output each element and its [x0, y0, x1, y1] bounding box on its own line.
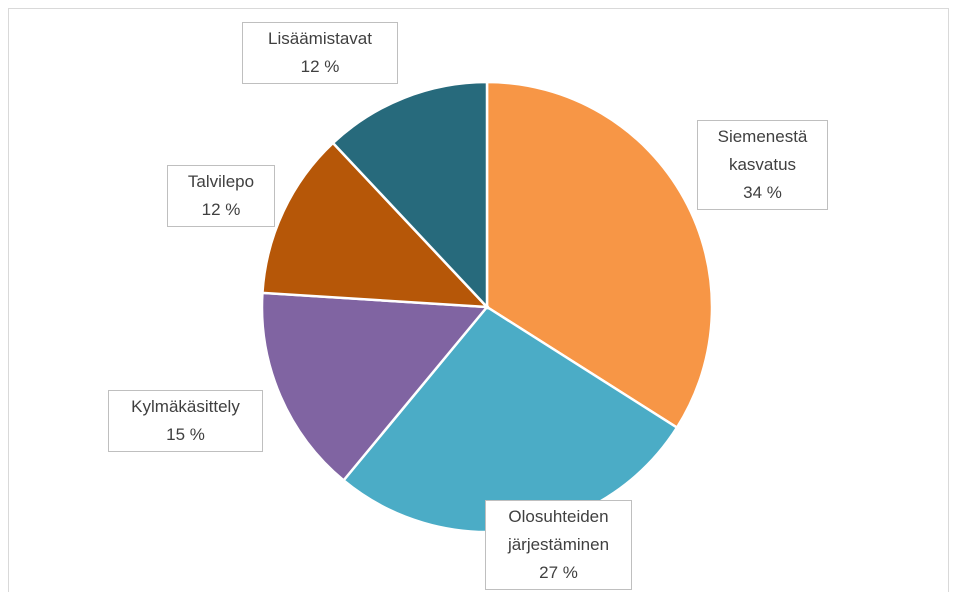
data-label: Talvilepo 12 %: [167, 165, 275, 227]
data-label: Olosuhteiden järjestäminen 27 %: [485, 500, 632, 590]
pie-slice: [485, 80, 714, 430]
value-label: 15 %: [166, 425, 205, 444]
data-label: Kylmäkäsittely 15 %: [108, 390, 263, 452]
value-label: 27 %: [539, 563, 578, 582]
value-label: 34 %: [743, 183, 782, 202]
category-name: Siemenestä kasvatus: [717, 127, 808, 174]
pie-slice: [261, 141, 491, 309]
value-label: 12 %: [300, 57, 340, 76]
value-label: 12 %: [201, 200, 241, 219]
chart-border: [8, 8, 949, 592]
category-name: Olosuhteiden järjestäminen: [507, 507, 610, 554]
category-name: Lisäämistavat: [268, 29, 372, 48]
category-name: Kylmäkäsittely: [131, 397, 240, 416]
category-name: Talvilepo: [187, 172, 255, 191]
data-label: Lisäämistavat 12 %: [242, 22, 398, 84]
data-label: Siemenestä kasvatus 34 %: [697, 120, 828, 210]
pie-slice: [260, 291, 490, 483]
pie-slice: [331, 80, 489, 311]
